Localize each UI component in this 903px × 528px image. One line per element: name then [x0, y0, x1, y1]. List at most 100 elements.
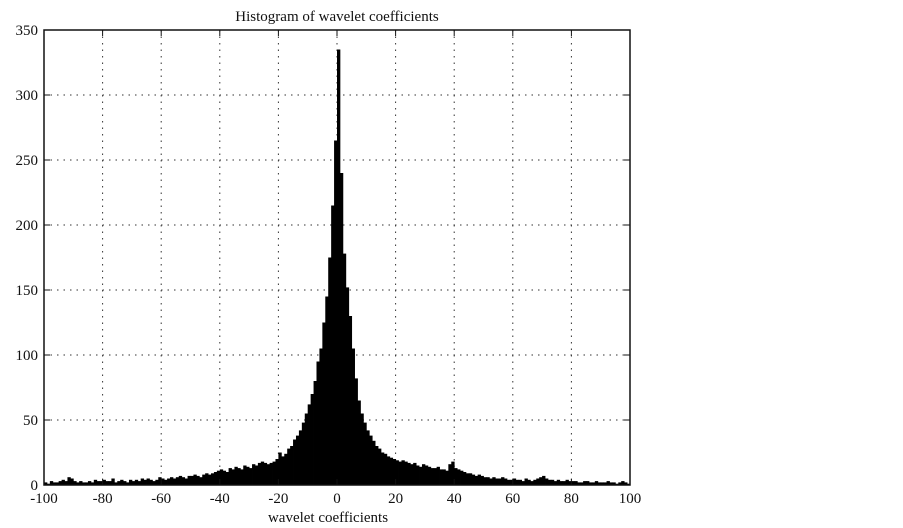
histogram-bar: [515, 479, 520, 485]
x-tick-label: 40: [447, 491, 462, 507]
histogram-bar: [272, 461, 276, 485]
histogram-bar: [495, 478, 499, 485]
histogram-bar: [246, 466, 250, 485]
histogram-bar: [486, 477, 490, 485]
histogram-bar: [237, 468, 241, 485]
histogram-bar: [216, 470, 221, 485]
x-tick-label: 100: [619, 491, 642, 507]
histogram-bar: [96, 481, 101, 485]
histogram-bar: [266, 464, 271, 485]
histogram-bar: [146, 478, 150, 485]
histogram-bar: [457, 469, 461, 485]
histogram-bar: [465, 473, 470, 485]
histogram-bar: [574, 481, 578, 485]
histogram-bar: [416, 465, 420, 485]
histogram-bar: [477, 474, 481, 485]
histogram-bar: [225, 472, 229, 485]
histogram-bar: [187, 475, 191, 485]
histogram-bar: [61, 479, 65, 485]
histogram-bar: [550, 479, 555, 485]
histogram-bar: [310, 394, 314, 485]
histogram-bar: [281, 456, 285, 485]
histogram-bar: [454, 468, 458, 485]
histogram-bar: [588, 482, 593, 485]
histogram-bar: [181, 477, 186, 485]
histogram-bar: [378, 448, 382, 485]
histogram-bar: [603, 482, 607, 485]
histogram-bar: [167, 478, 171, 485]
histogram-bar: [275, 459, 279, 485]
histogram-bar: [586, 481, 590, 485]
x-tick-label: 20: [388, 491, 403, 507]
histogram-bar: [545, 478, 549, 485]
histogram-bar: [205, 473, 209, 485]
histogram-bar: [137, 481, 142, 485]
histogram-bar: [372, 440, 376, 485]
histogram-bar: [58, 481, 62, 485]
histogram-bar: [521, 481, 525, 485]
histogram-bar: [439, 469, 443, 485]
histogram-bar: [553, 481, 558, 485]
histogram-bar: [471, 474, 476, 485]
histogram-bar: [547, 479, 552, 485]
histogram-bar: [401, 460, 405, 485]
histogram-bar: [105, 481, 109, 485]
histogram-bar: [143, 479, 147, 485]
histogram-bar: [542, 475, 546, 485]
histogram-bar: [583, 481, 587, 485]
y-axis-ticks: 0 50 100 150 200 250 300 350: [16, 23, 630, 494]
histogram-bar: [442, 469, 446, 485]
histogram-bar: [407, 462, 411, 485]
histogram-bar: [316, 361, 320, 485]
histogram-bar: [533, 479, 537, 485]
histogram-bar: [348, 316, 353, 485]
histogram-bar: [243, 465, 247, 485]
histogram-bar: [211, 473, 215, 485]
histogram-bar: [325, 296, 329, 485]
histogram-bar: [169, 477, 174, 485]
histogram-bar: [334, 140, 338, 485]
histogram-bar: [85, 482, 89, 485]
histogram-bar: [249, 468, 253, 485]
histogram-bar: [395, 460, 399, 485]
histogram-bar: [474, 475, 479, 485]
histogram-bar: [231, 469, 235, 485]
histogram-bar: [518, 479, 522, 485]
y-tick-label: 0: [31, 478, 39, 494]
histogram-bar: [351, 348, 355, 485]
histogram-bar: [451, 461, 455, 485]
histogram-bar: [480, 475, 484, 485]
histogram-bar: [295, 435, 300, 485]
x-tick-label: -100: [30, 491, 58, 507]
histogram-bar: [430, 468, 435, 485]
histogram-bar: [404, 461, 408, 485]
histogram-bar: [152, 481, 156, 485]
y-tick-label: 250: [16, 153, 39, 169]
histogram-bar: [287, 448, 291, 485]
histogram-bar: [357, 400, 361, 485]
histogram-bar: [421, 464, 426, 485]
histogram-bar: [410, 464, 414, 485]
x-axis-label: wavelet coefficients: [268, 510, 388, 526]
histogram-bar: [342, 253, 347, 485]
histogram-bar: [155, 479, 159, 485]
histogram-bar: [123, 481, 127, 485]
histogram-bar: [460, 470, 464, 485]
histogram-bar: [445, 470, 449, 485]
x-tick-label: 60: [505, 491, 520, 507]
histogram-bar: [539, 477, 543, 485]
histogram-bar: [462, 472, 467, 485]
histogram-bar: [369, 435, 373, 485]
histogram-bar: [433, 468, 438, 485]
histogram-bar: [158, 477, 162, 485]
histogram-bar: [504, 478, 508, 485]
histogram-bar: [366, 430, 370, 485]
histogram-bar: [228, 468, 232, 485]
histogram-bar: [313, 381, 317, 485]
histogram-bar: [322, 322, 326, 485]
histogram-bar: [111, 478, 115, 485]
histogram-bar: [319, 348, 323, 485]
histogram-bar: [565, 479, 569, 485]
histogram-bar: [424, 465, 429, 485]
